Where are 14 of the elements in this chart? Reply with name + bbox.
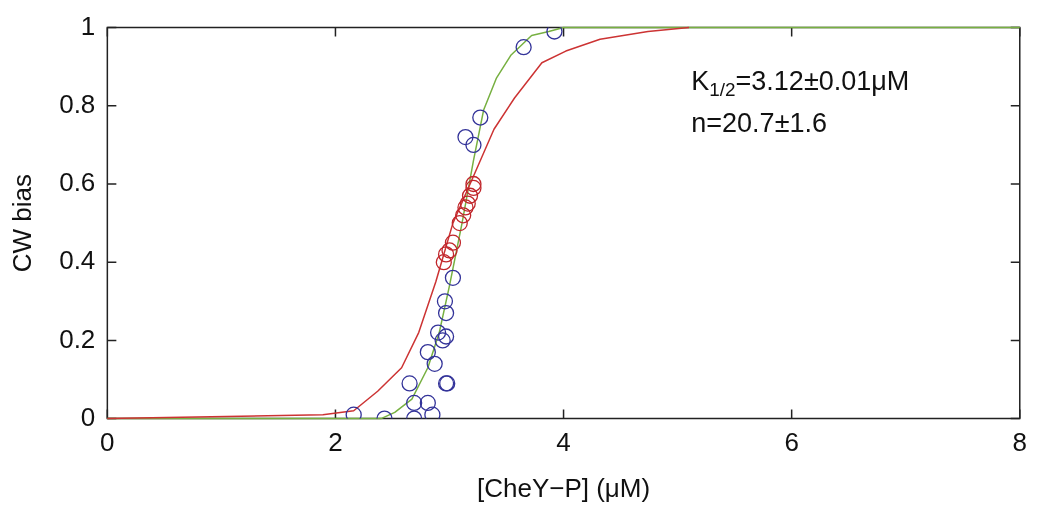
annotation: n=20.7±1.6 (691, 107, 827, 138)
y-tick-label: 0.8 (59, 88, 96, 119)
x-tick-label: 4 (556, 427, 571, 458)
y-tick-label: 0.6 (59, 167, 96, 198)
y-tick-label: 0.4 (59, 245, 96, 276)
y-axis-title: CW bias (6, 173, 37, 273)
x-tick-label: 6 (784, 427, 799, 458)
y-tick-label: 0.2 (59, 323, 96, 354)
x-tick-label: 0 (100, 427, 115, 458)
y-tick-label: 0 (80, 401, 96, 432)
x-tick-label: 8 (1012, 427, 1027, 458)
x-axis-title: [CheY−P] (μM) (476, 472, 651, 503)
y-tick-label: 1 (80, 10, 96, 41)
x-tick-label: 2 (328, 427, 343, 458)
